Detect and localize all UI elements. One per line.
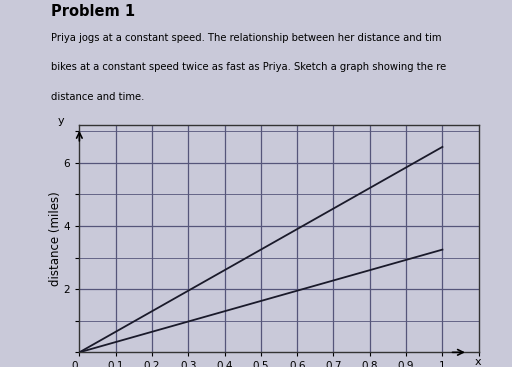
- Text: bikes at a constant speed twice as fast as Priya. Sketch a graph showing the re: bikes at a constant speed twice as fast …: [51, 62, 446, 72]
- Text: x: x: [475, 357, 482, 367]
- Text: y: y: [58, 116, 65, 126]
- Text: 0: 0: [71, 361, 77, 367]
- Text: distance and time.: distance and time.: [51, 92, 144, 102]
- Text: Priya jogs at a constant speed. The relationship between her distance and tim: Priya jogs at a constant speed. The rela…: [51, 33, 442, 43]
- Y-axis label: distance (miles): distance (miles): [49, 191, 62, 286]
- Text: Problem 1: Problem 1: [51, 4, 135, 19]
